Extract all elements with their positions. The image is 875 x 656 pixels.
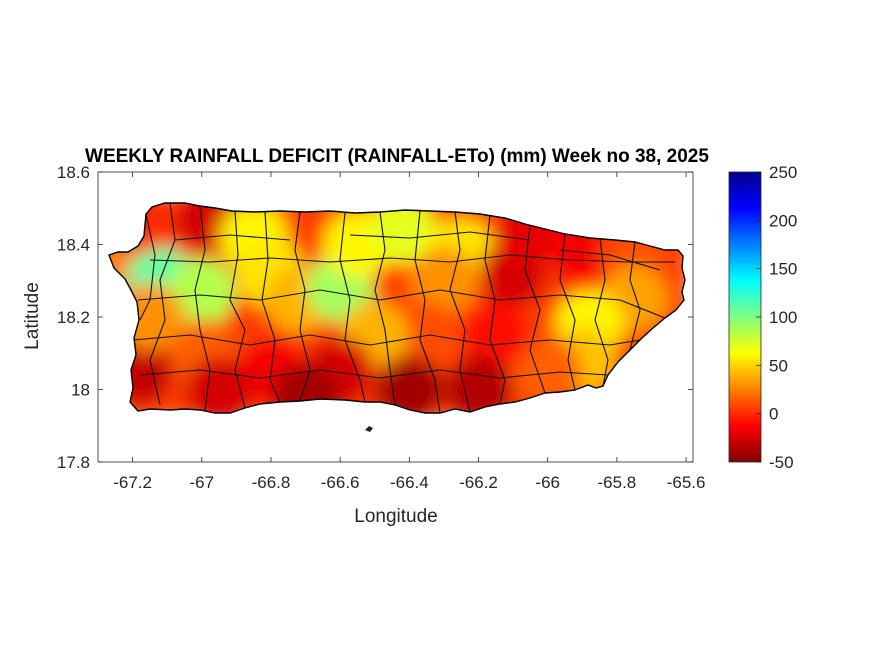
x-axis-label: Longitude <box>354 506 437 527</box>
field-sample <box>513 337 582 406</box>
municipality-boundary <box>339 212 366 403</box>
municipality-boundary <box>261 211 281 403</box>
colorbar-tick-label: 100 <box>769 308 797 327</box>
x-tick-label: -65.8 <box>598 473 637 492</box>
colorbar-tick-label: 0 <box>769 405 778 424</box>
colorbar-tick-label: 150 <box>769 260 797 279</box>
field-sample <box>167 257 236 326</box>
y-tick-label: 18 <box>71 381 90 400</box>
municipality-boundary <box>559 249 661 271</box>
municipality-boundary <box>594 237 609 387</box>
colorbar-ticks: -50 0 50 100 150 200 250 <box>756 163 797 472</box>
y-tick-label: 18.4 <box>57 236 90 255</box>
municipality-boundary <box>229 210 246 409</box>
colorbar-tick-label: -50 <box>769 453 794 472</box>
y-tick-label: 17.8 <box>57 453 90 472</box>
municipality-boundary <box>629 241 641 351</box>
municipality-boundary <box>294 211 311 402</box>
field-sample <box>271 362 340 413</box>
municipality-boundary <box>139 369 609 379</box>
colorbar-tick-label: 50 <box>769 356 788 375</box>
x-tick-label: -66.8 <box>252 473 291 492</box>
colorbar <box>728 171 762 463</box>
field-sample <box>461 301 530 370</box>
municipality-boundary <box>149 254 675 263</box>
y-tick-label: 18.2 <box>57 308 90 327</box>
x-tick-label: -67.2 <box>113 473 152 492</box>
municipality-boundary <box>174 234 291 241</box>
municipality-boundary <box>132 334 641 346</box>
municipality-boundary <box>524 224 546 394</box>
x-tick-label: -66.2 <box>459 473 498 492</box>
municipality-boundary <box>374 211 396 406</box>
colorbar-tick-label: 250 <box>769 163 797 182</box>
municipality-boundary <box>149 203 176 406</box>
municipality-boundary <box>414 210 441 413</box>
municipality-boundaries <box>132 203 675 413</box>
y-tick-label: 18.6 <box>57 163 90 182</box>
x-tick-label: -66.4 <box>390 473 429 492</box>
island-outline <box>108 202 686 414</box>
caja-de-muerto-islet <box>365 426 373 432</box>
field-sample <box>409 246 478 315</box>
x-tick-label: -65.6 <box>667 473 706 492</box>
x-tick-label: -66.6 <box>321 473 360 492</box>
municipality-boundary <box>349 231 531 241</box>
x-axis: -67.2 -67 -66.8 -66.6 -66.4 -66.2 -66 -65.8 -65.… <box>113 172 705 492</box>
x-tick-label: -67 <box>189 473 214 492</box>
y-axis: 17.8 18 18.2 18.4 18.6 <box>57 163 693 472</box>
municipality-boundary <box>194 205 211 411</box>
y-axis-label: Latitude <box>22 282 43 350</box>
municipality-boundary <box>484 214 506 405</box>
municipality-boundary <box>137 289 666 319</box>
municipality-boundary <box>559 233 576 391</box>
chart-title: WEEKLY RAINFALL DEFICIT (RAINFALL-ETo) (… <box>85 146 709 167</box>
colorbar-tick-label: 200 <box>769 211 797 230</box>
municipality-boundary <box>139 213 156 321</box>
x-tick-label: -66 <box>535 473 560 492</box>
municipality-boundary <box>449 211 471 413</box>
